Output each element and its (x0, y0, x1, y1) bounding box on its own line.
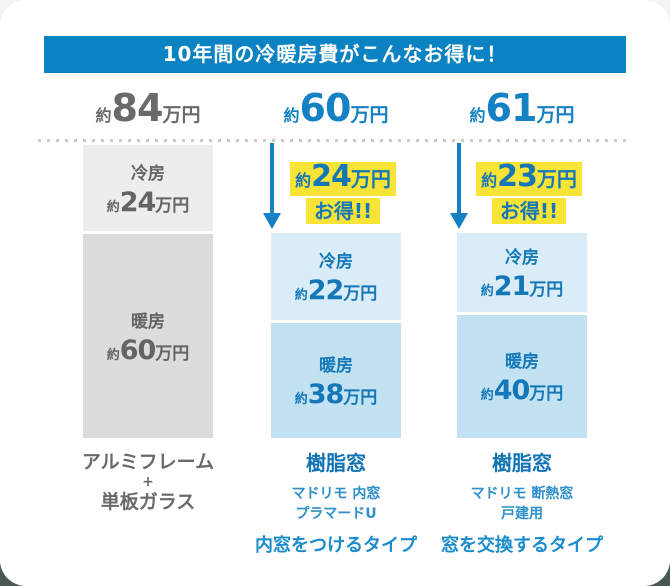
bar-value: 約38万円 (294, 379, 378, 410)
bar-cooling-aluminum: 冷房 約24万円 (83, 145, 213, 231)
bar-label: 暖房 (505, 352, 539, 372)
bar-heating-aluminum: 暖房 約60万円 (83, 234, 213, 438)
savings-amount: 約24万円 (281, 162, 405, 196)
bar-value: 約60万円 (106, 334, 190, 366)
savings-label: お得!! (305, 198, 381, 224)
category-line: 単板ガラス (100, 491, 196, 513)
window-type-label: 内窓をつけるタイプ (255, 535, 417, 556)
savings-callout-replacement-window: 約23万円 お得!! (467, 162, 591, 224)
total-prefix: 約 (95, 106, 112, 125)
total-cost-aluminum: 約84万円 (83, 86, 213, 130)
bar-label: 冷房 (319, 252, 353, 272)
total-cost-replacement-window: 約61万円 (457, 86, 587, 130)
arrow-head (263, 213, 281, 229)
bar-cooling-inner-window: 冷房 約22万円 (271, 233, 401, 320)
bar-heating-replacement-window: 暖房 約40万円 (457, 315, 587, 438)
highlight: 約23万円 (476, 162, 582, 196)
total-value: 60 (299, 86, 352, 130)
plus-sign: + (142, 474, 154, 490)
savings-label-line: お得!! (467, 198, 591, 224)
category-label-aluminum: アルミフレーム + 単板ガラス (58, 451, 238, 514)
bar-label: 冷房 (131, 163, 165, 184)
bar-label: 冷房 (505, 248, 539, 268)
savings-amount: 約23万円 (467, 162, 591, 196)
product-subname: 戸建用 (501, 506, 543, 522)
arrow-shaft (457, 143, 461, 215)
product-name: 樹脂窓 (492, 451, 552, 475)
bar-heating-inner-window: 暖房 約38万円 (271, 323, 401, 438)
bar-value: 約24万円 (106, 186, 190, 218)
savings-callout-inner-window: 約24万円 お得!! (281, 162, 405, 224)
total-unit: 万円 (536, 104, 575, 126)
arrow-shaft (270, 143, 274, 215)
category-line: アルミフレーム (81, 451, 215, 473)
savings-label-line: お得!! (281, 198, 405, 224)
savings-label: お得!! (491, 198, 567, 224)
product-name: 樹脂窓 (306, 451, 366, 475)
total-unit: 万円 (350, 104, 389, 126)
total-prefix: 約 (469, 106, 486, 125)
bar-label: 暖房 (319, 356, 353, 376)
total-prefix: 約 (283, 106, 300, 125)
savings-arrow-down-icon (450, 143, 468, 231)
product-subname: プラマードU (295, 506, 377, 522)
baseline-dotted-divider (38, 139, 632, 142)
total-cost-inner-window: 約60万円 (271, 86, 401, 130)
bar-value: 約40万円 (480, 375, 564, 406)
product-subname: マドリモ 断熱窓 (470, 486, 574, 502)
total-value: 61 (485, 86, 538, 130)
bar-cooling-replacement-window: 冷房 約21万円 (457, 233, 587, 312)
window-type-label: 窓を交換するタイプ (441, 535, 603, 556)
product-subname: マドリモ 内窓 (291, 486, 381, 502)
category-label-inner-window: 樹脂窓 マドリモ 内窓 プラマードU 内窓をつけるタイプ (246, 451, 426, 557)
total-unit: 万円 (162, 104, 201, 126)
bar-value: 約21万円 (480, 271, 564, 302)
bar-value: 約22万円 (294, 275, 378, 306)
savings-arrow-down-icon (263, 143, 281, 231)
category-label-replacement-window: 樹脂窓 マドリモ 断熱窓 戸建用 窓を交換するタイプ (432, 451, 612, 557)
total-value: 84 (111, 86, 164, 130)
highlight: 約24万円 (290, 162, 396, 196)
arrow-head (450, 213, 468, 229)
bar-label: 暖房 (131, 311, 165, 332)
chart-title: 10年間の冷暖房費がこんなお得に！ (44, 36, 626, 73)
